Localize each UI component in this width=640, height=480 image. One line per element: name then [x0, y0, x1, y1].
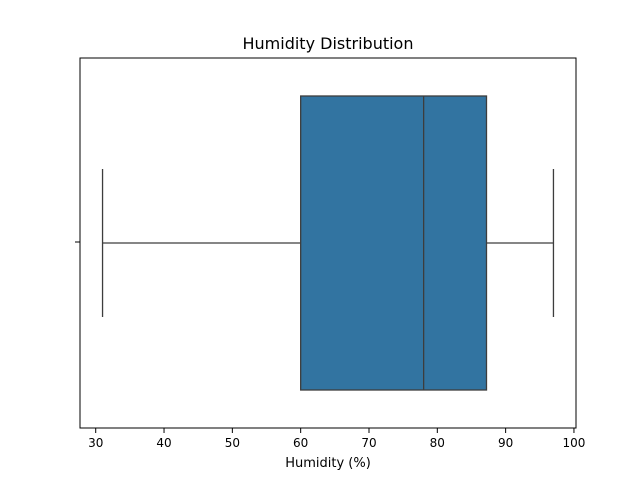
x-tick-label: 30	[88, 436, 103, 450]
iqr-box	[300, 95, 488, 391]
x-tick-label: 70	[361, 436, 376, 450]
plot-area	[101, 95, 555, 391]
x-tick-label: 80	[430, 436, 445, 450]
x-tick-label: 90	[498, 436, 513, 450]
x-tick-label: 60	[293, 436, 308, 450]
x-axis: 30 40 50 60 70 80 90 100	[88, 428, 585, 450]
x-tick-label: 100	[562, 436, 585, 450]
x-axis-label: Humidity (%)	[285, 456, 371, 471]
chart-title: Humidity Distribution	[243, 34, 414, 53]
x-tick-label: 40	[156, 436, 171, 450]
x-tick-label: 50	[225, 436, 240, 450]
plot-frame	[79, 57, 577, 429]
